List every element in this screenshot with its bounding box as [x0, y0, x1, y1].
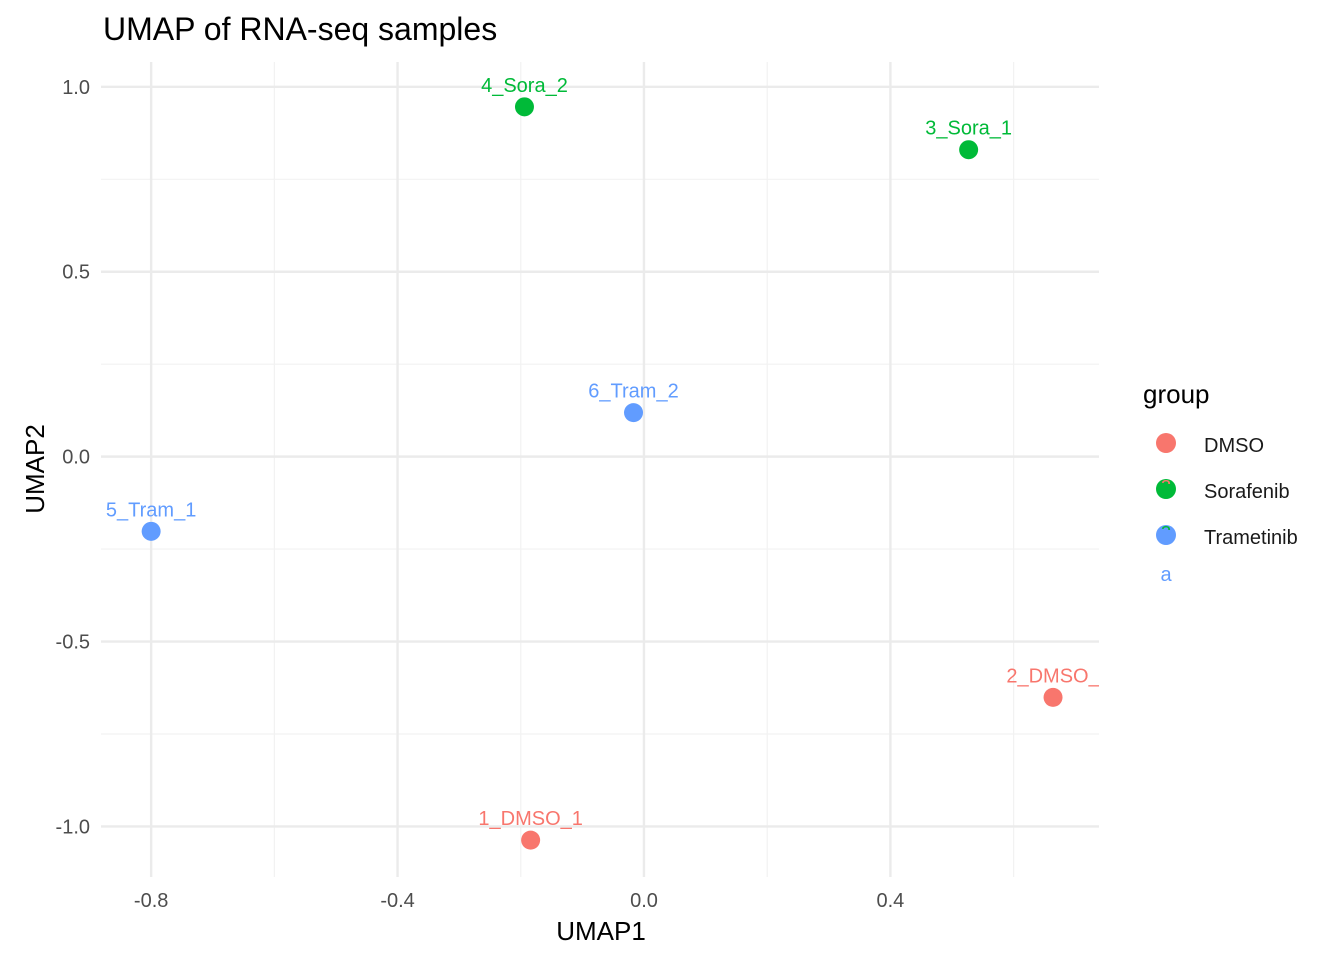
y-tick-label: -1.0 — [56, 816, 90, 838]
x-tick-label: -0.4 — [380, 890, 414, 912]
y-tick-label: 1.0 — [62, 77, 90, 99]
legend-key — [1156, 479, 1176, 499]
legend-key — [1156, 525, 1176, 545]
point-label: 5_Tram_1 — [106, 499, 196, 521]
y-tick-label: 0.0 — [62, 447, 90, 469]
data-points: 1_DMSO_1 2_DMSO_ 3_Sora_1 4_Sora_2 5_Tram_1 6… — [106, 75, 1100, 850]
point-label: 2_DMSO_ — [1006, 665, 1100, 687]
legend-glyph-stub: a — [1160, 520, 1172, 542]
data-point — [959, 140, 979, 160]
point-label: 3_Sora_1 — [925, 118, 1012, 140]
data-point — [514, 97, 534, 117]
legend-label: Sorafenib — [1204, 481, 1290, 503]
legend-label: Trametinib — [1204, 527, 1298, 549]
data-point — [521, 830, 541, 850]
legend-label: DMSO — [1204, 435, 1264, 457]
y-tick-label: 0.5 — [62, 262, 90, 284]
data-point — [141, 521, 161, 541]
x-tick-labels: -0.8 -0.4 0.0 0.4 — [134, 890, 904, 912]
data-point — [624, 403, 644, 423]
legend-title: group — [1143, 379, 1210, 409]
point-label: 1_DMSO_1 — [478, 808, 583, 830]
point-label: 6_Tram_2 — [588, 381, 678, 403]
x-tick-label: 0.4 — [876, 890, 904, 912]
legend-glyph-stub: a — [1160, 564, 1172, 586]
legend-glyph-stub: a — [1160, 474, 1172, 496]
y-axis-title: UMAP2 — [20, 424, 50, 514]
data-point — [1043, 687, 1063, 707]
legend-key — [1156, 433, 1176, 453]
x-tick-label: 0.0 — [630, 890, 658, 912]
grid-lines — [101, 62, 1099, 877]
legend: group DMSOSorafenibTrametinibaaa — [1143, 379, 1298, 586]
point-label: 4_Sora_2 — [481, 75, 568, 97]
x-axis-title: UMAP1 — [556, 916, 646, 946]
x-tick-label: -0.8 — [134, 890, 168, 912]
chart-title: UMAP of RNA-seq samples — [103, 11, 497, 47]
y-tick-labels: -1.0 -0.5 0.0 0.5 1.0 — [56, 77, 90, 839]
y-tick-label: -0.5 — [56, 632, 90, 654]
